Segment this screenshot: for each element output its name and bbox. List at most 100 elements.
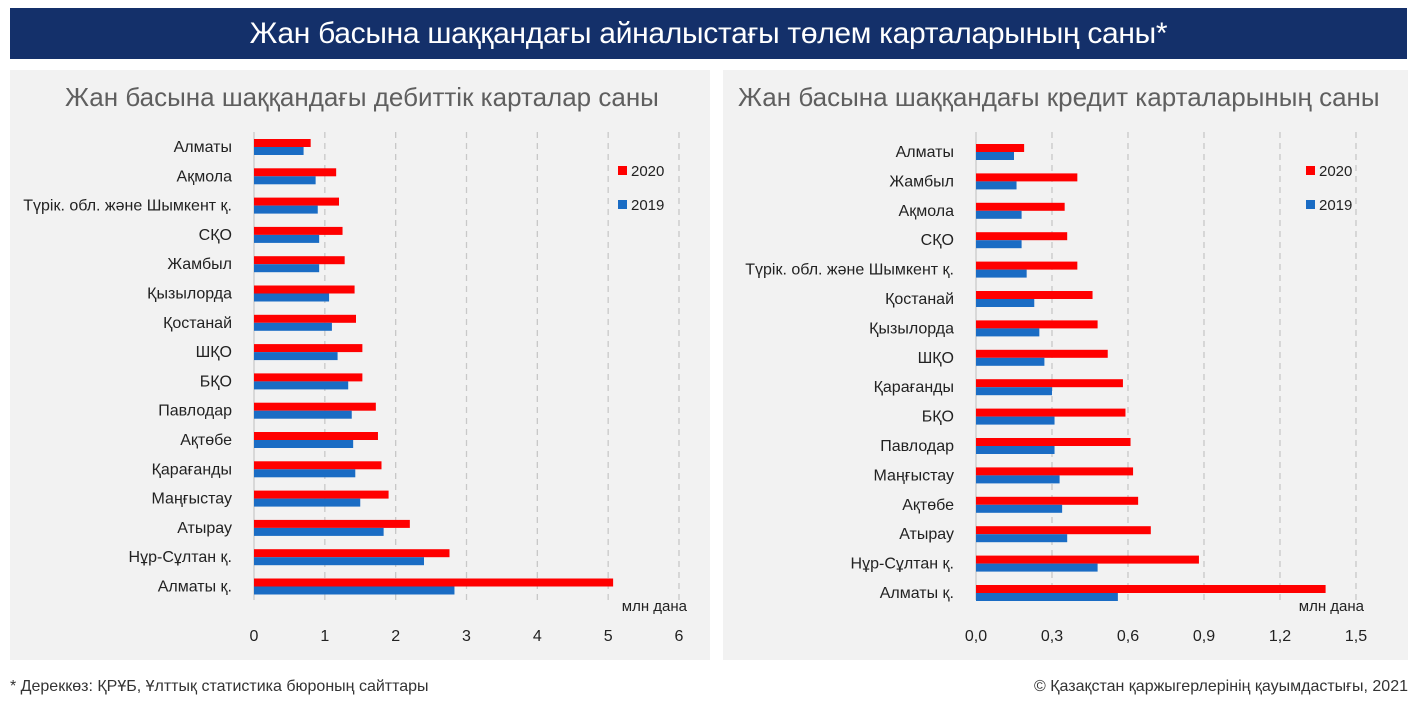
x-tick-label: 0,9 (1193, 628, 1215, 645)
bar-2020 (254, 402, 376, 411)
x-tick-label: 0,0 (965, 628, 987, 645)
bar-2019 (976, 357, 1045, 366)
category-label: Жамбыл (167, 256, 232, 273)
x-tick-label: 2 (391, 628, 400, 645)
bar-2020 (976, 379, 1123, 388)
legend-swatch-2019 (1306, 200, 1315, 209)
category-label: Алматы қ. (880, 585, 954, 602)
bar-2020 (254, 549, 450, 558)
bar-2019 (254, 586, 455, 595)
category-label: Павлодар (158, 403, 232, 420)
legend-swatch-2020 (1306, 166, 1315, 175)
bar-2020 (254, 285, 355, 294)
unit-label: млн дана (1299, 598, 1365, 615)
bar-2020 (254, 344, 363, 353)
bar-2019 (976, 593, 1118, 601)
x-tick-label: 1,2 (1269, 628, 1291, 645)
credit-cards-chart-panel: Жан басына шаққандағы кредит карталарыны… (723, 70, 1408, 660)
bar-2020 (254, 490, 389, 499)
bar-2019 (254, 234, 320, 243)
bar-2020 (976, 202, 1065, 211)
debit-cards-chart: Жан басына шаққандағы дебиттік карталар … (23, 82, 688, 645)
bar-2019 (976, 181, 1017, 190)
bar-2020 (976, 173, 1078, 182)
category-label: БҚО (922, 409, 954, 426)
bar-2019 (254, 381, 349, 390)
x-tick-label: 3 (462, 628, 471, 645)
bar-2020 (254, 139, 311, 147)
bar-2020 (254, 168, 337, 177)
unit-label: млн дана (622, 598, 688, 615)
bar-2020 (976, 585, 1326, 593)
bar-2019 (254, 527, 384, 536)
category-label: Нұр-Сұлтан қ. (129, 549, 232, 566)
bar-2020 (976, 320, 1098, 329)
bar-2020 (976, 408, 1126, 417)
category-label: Алматы (896, 144, 954, 161)
bar-2020 (254, 432, 378, 440)
category-label: Ақтөбе (902, 497, 954, 514)
bar-2019 (976, 152, 1014, 160)
bar-2020 (976, 526, 1151, 535)
bar-2019 (254, 498, 361, 507)
category-label: СҚО (199, 227, 232, 244)
category-label: Атырау (177, 520, 232, 537)
x-tick-label: 6 (675, 628, 684, 645)
legend-swatch-2019 (618, 200, 627, 209)
bar-2019 (976, 563, 1098, 572)
bar-2019 (976, 534, 1068, 543)
bar-2020 (976, 261, 1078, 270)
category-label: СҚО (921, 232, 954, 249)
category-label: Ақтөбе (180, 432, 232, 449)
legend-label-2019: 2019 (631, 197, 664, 214)
category-label: Қостанай (163, 315, 232, 332)
bar-2019 (254, 147, 304, 155)
category-label: Маңғыстау (152, 491, 232, 508)
x-tick-label: 1 (320, 628, 329, 645)
bar-2020 (976, 467, 1134, 476)
legend-label-2020: 2020 (1319, 163, 1352, 180)
category-label: Түрік. обл. және Шымкент қ. (745, 262, 954, 279)
bar-2020 (254, 256, 345, 265)
chart-title: Жан басына шаққандағы кредит карталарыны… (738, 82, 1380, 112)
bar-2019 (976, 446, 1055, 454)
bar-2020 (254, 519, 410, 528)
bar-2020 (976, 438, 1131, 446)
bar-2020 (254, 197, 339, 206)
bar-2020 (976, 291, 1093, 299)
bar-2019 (976, 269, 1027, 278)
bar-2020 (254, 314, 356, 323)
category-label: Ақмола (899, 203, 955, 220)
debit-cards-chart-panel: Жан басына шаққандағы дебиттік карталар … (10, 70, 710, 660)
category-label: Қарағанды (152, 461, 232, 478)
bar-2019 (254, 440, 354, 448)
category-label: БҚО (200, 373, 232, 390)
bar-2019 (254, 176, 316, 185)
credit-cards-chart: Жан басына шаққандағы кредит карталарыны… (738, 82, 1380, 645)
bar-2020 (254, 373, 363, 382)
legend-label-2020: 2020 (631, 163, 664, 180)
bar-2019 (254, 410, 352, 419)
bar-2020 (976, 349, 1108, 358)
category-label: Ақмола (177, 168, 233, 185)
bar-2020 (976, 555, 1199, 564)
category-label: Маңғыстау (874, 467, 954, 484)
category-label: Алматы (174, 139, 232, 156)
copyright-note: © Қазақстан қаржыгерлерінің қауымдастығы… (1033, 678, 1408, 695)
category-label: Павлодар (880, 438, 954, 455)
category-label: ШҚО (196, 344, 232, 361)
category-label: Қызылорда (869, 320, 954, 337)
category-label: Қызылорда (147, 286, 232, 303)
category-label: Алматы қ. (158, 579, 232, 596)
bar-2019 (254, 205, 318, 214)
legend-label-2019: 2019 (1319, 197, 1352, 214)
bar-2020 (976, 232, 1068, 241)
bar-2019 (976, 504, 1063, 513)
bar-2019 (254, 293, 330, 302)
category-label: Жамбыл (889, 173, 954, 190)
category-label: Атырау (899, 526, 954, 543)
x-tick-label: 4 (533, 628, 542, 645)
bar-2019 (254, 469, 356, 478)
bar-2019 (976, 210, 1022, 219)
bar-2020 (254, 226, 343, 235)
